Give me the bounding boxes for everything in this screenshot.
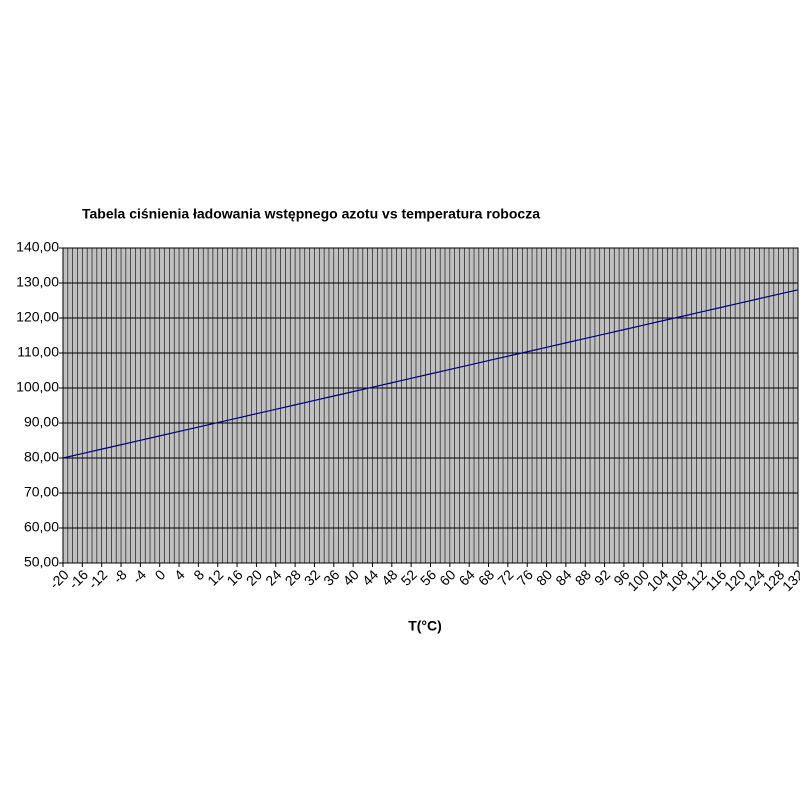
y-tick-label: 140,00	[16, 239, 59, 255]
x-tick-label: 8	[190, 566, 207, 583]
y-tick-label: 100,00	[16, 379, 59, 395]
y-tick-label: 70,00	[24, 484, 59, 500]
x-tick-label: -8	[110, 566, 130, 586]
x-tick-label: -12	[85, 566, 111, 592]
x-tick-label: 132	[779, 566, 800, 594]
x-tick-label: 4	[171, 566, 188, 583]
plot-border	[62, 247, 799, 564]
x-tick-label: 0	[152, 566, 169, 583]
y-tick-label: 120,00	[16, 309, 59, 325]
y-tick-label: 80,00	[24, 449, 59, 465]
x-tick-label: -4	[129, 566, 149, 586]
chart-title: Tabela ciśnienia ładowania wstępnego azo…	[82, 206, 540, 222]
y-tick-label: 90,00	[24, 414, 59, 430]
x-axis-label: T(°C)	[408, 618, 442, 634]
y-tick-label: 110,00	[17, 344, 59, 360]
y-tick-label: 50,00	[24, 554, 59, 570]
y-tick-label: 130,00	[16, 274, 59, 290]
data-line	[62, 289, 799, 459]
y-tick-label: 60,00	[24, 519, 59, 535]
